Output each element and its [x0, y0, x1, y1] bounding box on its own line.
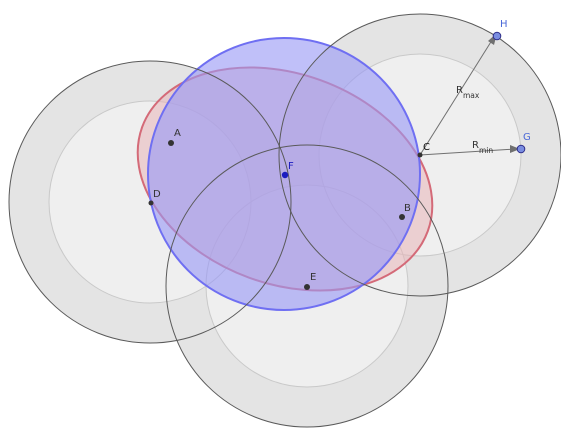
label-h: H [500, 19, 508, 30]
segment-r-max [419, 36, 495, 156]
label-g: G [523, 132, 531, 143]
point-labels: A B C D E F G H [153, 19, 531, 283]
r-max-label: R max [456, 85, 480, 100]
point-h[interactable] [492, 31, 502, 41]
point-b[interactable] [399, 214, 405, 220]
r-min-label: R min [472, 140, 493, 155]
outer-circles-outline [8, 13, 561, 428]
point-d[interactable] [148, 200, 154, 206]
label-d: D [153, 189, 161, 200]
point-g[interactable] [516, 144, 526, 154]
r-min-sub: min [479, 146, 493, 155]
r-max-sub: max [463, 91, 480, 100]
radius-segments [419, 36, 516, 156]
label-c: C [423, 142, 430, 153]
label-e: E [310, 272, 316, 283]
r-min-base: R [472, 140, 479, 151]
point-c[interactable] [417, 152, 423, 158]
point-e[interactable] [304, 284, 310, 290]
point-f[interactable] [281, 171, 289, 179]
outer-circle-a [8, 60, 292, 344]
points-layer [148, 31, 526, 290]
label-a: A [174, 128, 181, 139]
outer-circle-c [278, 13, 561, 297]
label-f: F [288, 161, 294, 172]
label-b: B [404, 203, 411, 214]
outer-circle-e [165, 144, 449, 428]
r-max-base: R [456, 85, 463, 96]
segment-r-min [419, 148, 516, 156]
arrowhead-r-min [510, 145, 520, 153]
point-a[interactable] [168, 140, 174, 146]
